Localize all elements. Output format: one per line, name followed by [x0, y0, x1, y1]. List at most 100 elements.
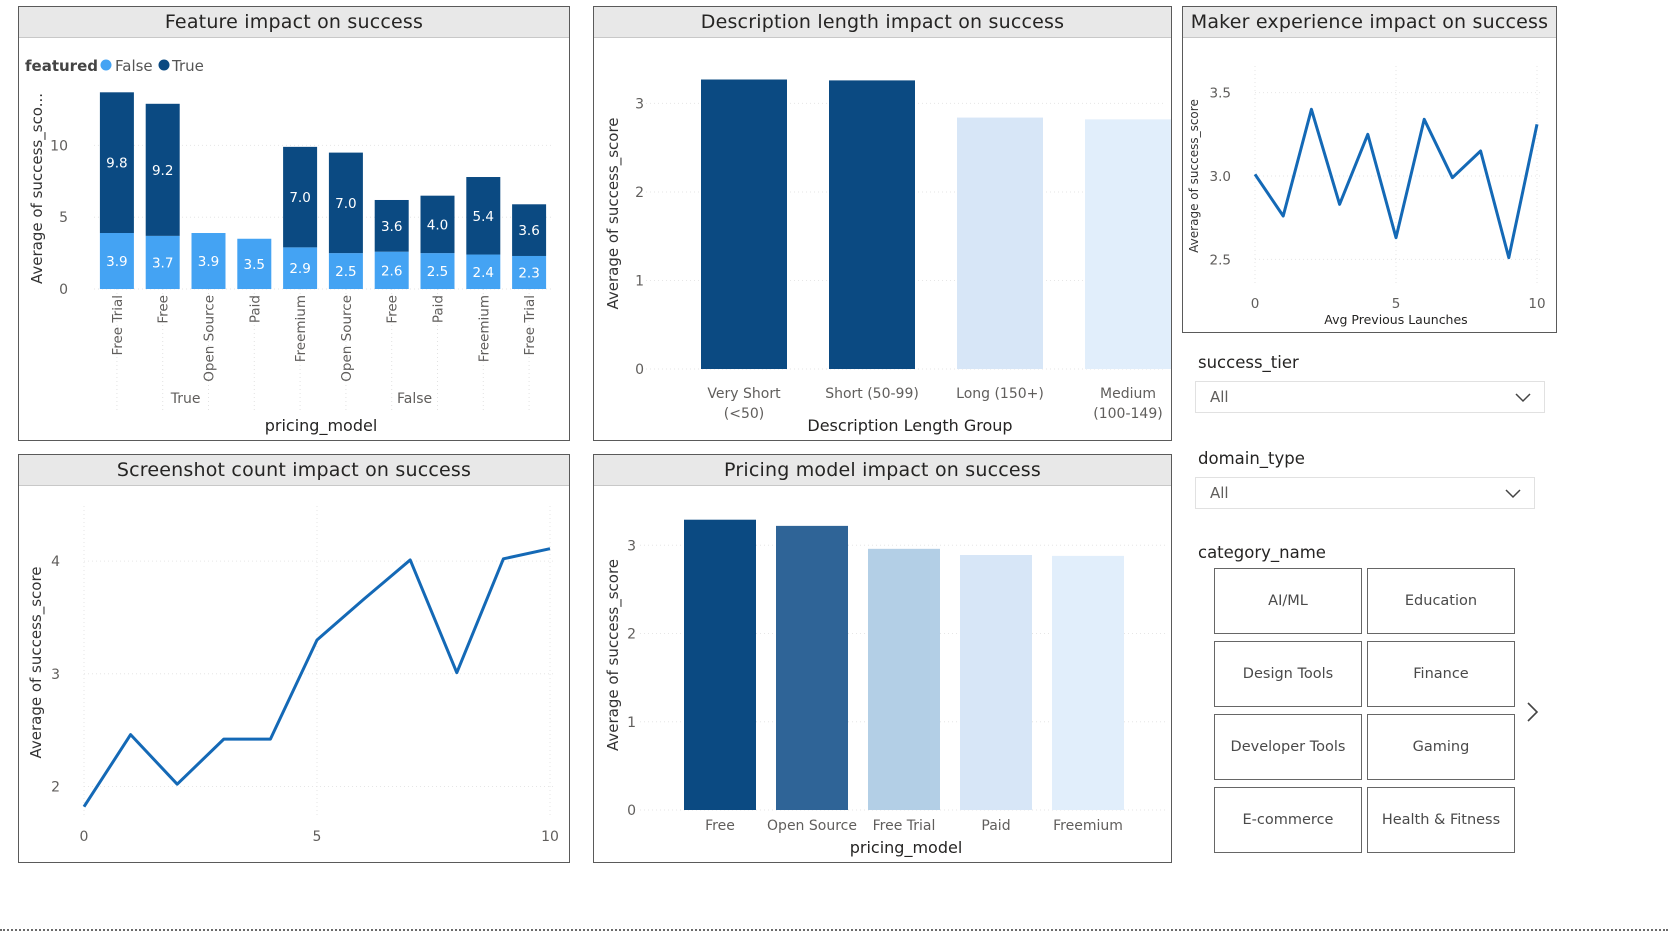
x-tick-label: Free Trial: [522, 295, 538, 356]
data-label: 4.0: [427, 217, 448, 233]
category-tile[interactable]: Developer Tools: [1214, 714, 1362, 780]
screenshot-impact-panel[interactable]: Screenshot count impact on success 2 3 4 0 5…: [18, 454, 570, 863]
data-label: 3.5: [244, 257, 265, 273]
bar-segment-false: [99, 233, 134, 289]
bar-segment-false: [512, 255, 547, 289]
bar: [957, 117, 1043, 369]
group-label: False: [397, 391, 432, 407]
y-axis-label: Average of success_score: [1187, 99, 1201, 253]
bar-segment-true: [420, 195, 455, 254]
y-axis-label: Average of success_sco...: [28, 93, 47, 284]
x-tick-label: Free Trial: [110, 295, 126, 356]
series-line: [1253, 107, 1539, 260]
domain-type-dropdown[interactable]: All: [1195, 477, 1535, 509]
data-label: 5.4: [473, 209, 494, 225]
category-tile[interactable]: E-commerce: [1214, 787, 1362, 853]
y-tick-label: 0: [59, 282, 68, 298]
y-tick-label: 3.0: [1210, 169, 1231, 185]
x-tick-label: Free Trial: [873, 818, 936, 834]
category-tile[interactable]: Design Tools: [1214, 641, 1362, 707]
data-label: 3.9: [106, 254, 127, 270]
x-axis-label: pricing_model: [850, 838, 963, 858]
y-tick-label: 10: [50, 138, 68, 154]
category-tile[interactable]: Gaming: [1367, 714, 1515, 780]
success-tier-dropdown[interactable]: All: [1195, 381, 1545, 413]
description-impact-panel[interactable]: Description length impact on success 0 1 2…: [593, 6, 1172, 441]
domain-type-value: All: [1210, 484, 1229, 502]
maker-impact-chart[interactable]: 2.5 3.0 3.5 0 5 10 Average of success_score Avg…: [1183, 38, 1556, 332]
bar-segment-true: [374, 199, 409, 252]
pricing-impact-panel[interactable]: Pricing model impact on success 0 1 2 3 Aver…: [593, 454, 1172, 863]
series-line: [82, 547, 551, 808]
bar: [701, 79, 787, 369]
bar-segment-false: [466, 254, 501, 289]
y-tick-label: 1: [627, 715, 636, 731]
bar-segment-false: [237, 238, 272, 289]
y-tick-label: 1: [635, 273, 644, 289]
bar-segment-true: [145, 103, 180, 236]
y-tick-label: 3: [51, 667, 60, 683]
chevron-down-icon: [1515, 393, 1531, 403]
success-tier-label: success_tier: [1198, 353, 1299, 372]
legend-marker: [100, 59, 112, 71]
x-tick-label: 5: [313, 829, 322, 845]
bar: [960, 555, 1032, 810]
domain-type-label: domain_type: [1198, 449, 1305, 468]
x-tick-label: Free: [385, 295, 401, 324]
bar: [868, 548, 940, 810]
bar-segment-false: [328, 253, 363, 289]
description-impact-chart[interactable]: 0 1 2 3 Average of success_score Very Short (<…: [594, 38, 1171, 440]
x-tick-label: Freemium: [1053, 818, 1123, 834]
category-tile[interactable]: Finance: [1367, 641, 1515, 707]
data-label: 2.6: [381, 263, 402, 279]
category-tile[interactable]: AI/ML: [1214, 568, 1362, 634]
y-tick-label: 2: [51, 779, 60, 795]
bar: [1052, 555, 1124, 810]
y-tick-label: 2: [635, 185, 644, 201]
data-label: 7.0: [289, 190, 310, 206]
data-label: 3.6: [518, 223, 539, 239]
bar-segment-true: [466, 177, 501, 255]
chevron-right-icon[interactable]: [1524, 700, 1540, 724]
category-tile[interactable]: Education: [1367, 568, 1515, 634]
y-axis-label: Average of success_score: [27, 566, 46, 758]
data-label: 7.0: [335, 196, 356, 212]
data-label: 2.9: [289, 261, 310, 277]
panel-title: Screenshot count impact on success: [19, 455, 569, 486]
x-tick-label: Medium: [1100, 386, 1156, 402]
x-tick-label: 10: [1528, 296, 1545, 312]
y-tick-label: 0: [635, 362, 644, 378]
y-tick-label: 5: [59, 210, 68, 226]
x-tick-label: Free: [156, 295, 172, 324]
y-tick-label: 3.5: [1210, 86, 1231, 102]
y-axis-label: Average of success_score: [604, 117, 623, 309]
data-label: 3.9: [198, 254, 219, 270]
x-tick-label: Short (50-99): [825, 386, 919, 402]
bar-segment-true: [512, 204, 547, 256]
bar: [1085, 119, 1171, 369]
legend-marker: [158, 59, 170, 71]
x-tick-label: 5: [1392, 296, 1401, 312]
data-label: 3.6: [381, 219, 402, 235]
data-label: 2.3: [518, 265, 539, 281]
bar-segment-false: [145, 235, 180, 289]
x-tick-label: Very Short: [707, 386, 781, 402]
bar: [684, 519, 756, 810]
bar-segment-false: [191, 233, 226, 289]
category-name-label: category_name: [1198, 543, 1326, 562]
x-tick-label: 10: [541, 829, 559, 845]
x-tick-label: Open Source: [202, 295, 218, 382]
panel-title: Description length impact on success: [594, 7, 1171, 38]
maker-impact-panel[interactable]: Maker experience impact on success 2.5 3.…: [1182, 6, 1557, 333]
x-tick-label: Paid: [247, 295, 263, 323]
x-tick-label: 0: [1251, 296, 1260, 312]
category-tile[interactable]: Health & Fitness: [1367, 787, 1515, 853]
x-tick-label: Freemium: [476, 295, 492, 362]
y-axis-label: Average of success_score: [604, 559, 623, 751]
data-label: 2.5: [427, 264, 448, 280]
panel-title: Maker experience impact on success: [1183, 7, 1556, 38]
feature-impact-panel[interactable]: Feature impact on success featured False T…: [18, 6, 570, 441]
